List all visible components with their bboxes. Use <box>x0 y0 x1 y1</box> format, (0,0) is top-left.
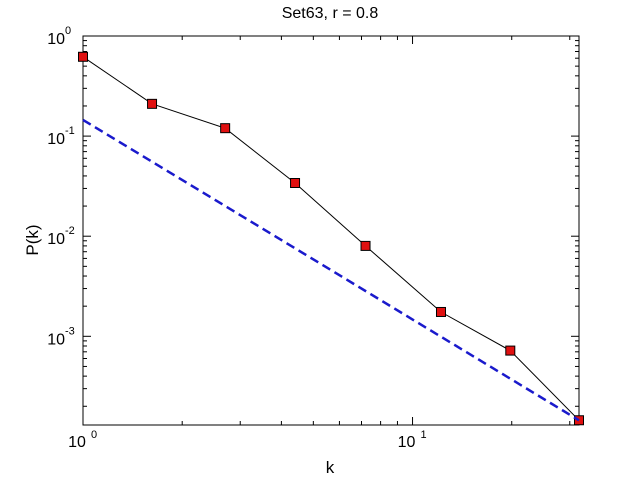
series-0-marker <box>435 306 446 317</box>
y-tick-exponent: -2 <box>65 225 75 237</box>
y-tick-label: 10 <box>47 31 65 48</box>
y-tick-label: 10 <box>47 231 65 248</box>
series-0-marker <box>220 123 231 134</box>
x-tick-exponent: 1 <box>421 429 427 441</box>
series-0-marker <box>78 51 88 62</box>
series-0-marker <box>147 98 158 109</box>
y-tick-label: 10 <box>47 331 65 348</box>
series-0-line <box>82 56 580 421</box>
series-0-marker <box>505 345 516 356</box>
x-axis-label: k <box>326 458 335 477</box>
series-0-marker <box>290 178 301 189</box>
y-tick-exponent: -3 <box>65 325 75 337</box>
series-0-marker <box>360 240 371 251</box>
y-axis-label: P(k) <box>23 224 42 255</box>
series-1-dashed-line <box>82 118 580 422</box>
x-tick-label: 10 <box>68 434 86 451</box>
y-tick-exponent: 0 <box>65 25 71 37</box>
chart-title: Set63, r = 0.8 <box>282 5 379 22</box>
series-layer <box>78 51 584 426</box>
x-tick-exponent: 0 <box>91 429 97 441</box>
plot-area <box>82 35 580 426</box>
y-tick-label: 10 <box>47 131 65 148</box>
y-tick-exponent: -1 <box>65 125 75 137</box>
x-tick-label: 10 <box>398 434 416 451</box>
